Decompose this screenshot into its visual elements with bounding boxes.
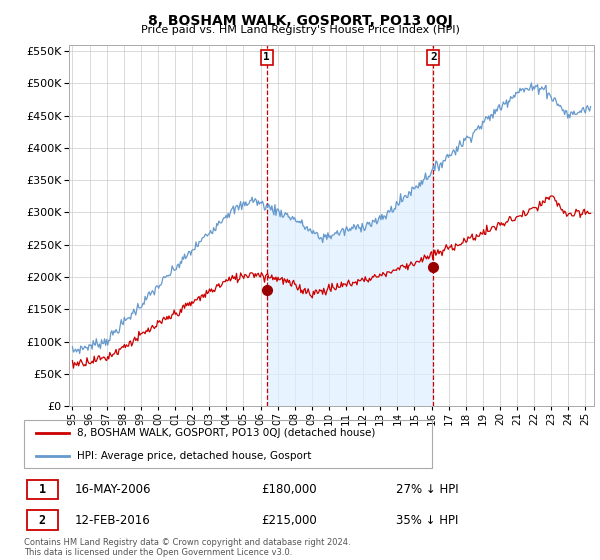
FancyBboxPatch shape	[27, 510, 58, 530]
Text: Price paid vs. HM Land Registry's House Price Index (HPI): Price paid vs. HM Land Registry's House …	[140, 25, 460, 35]
Text: 1: 1	[263, 53, 270, 63]
Text: 12-FEB-2016: 12-FEB-2016	[75, 514, 151, 527]
Text: £215,000: £215,000	[261, 514, 317, 527]
Text: 2: 2	[430, 53, 437, 63]
Text: 8, BOSHAM WALK, GOSPORT, PO13 0QJ (detached house): 8, BOSHAM WALK, GOSPORT, PO13 0QJ (detac…	[77, 428, 376, 438]
FancyBboxPatch shape	[27, 479, 58, 500]
Text: 1: 1	[38, 483, 46, 496]
Text: 8, BOSHAM WALK, GOSPORT, PO13 0QJ: 8, BOSHAM WALK, GOSPORT, PO13 0QJ	[148, 14, 452, 28]
Text: 35% ↓ HPI: 35% ↓ HPI	[396, 514, 458, 527]
Text: 16-MAY-2006: 16-MAY-2006	[75, 483, 151, 496]
Text: HPI: Average price, detached house, Gosport: HPI: Average price, detached house, Gosp…	[77, 451, 311, 461]
Text: 27% ↓ HPI: 27% ↓ HPI	[396, 483, 459, 496]
Text: 2: 2	[38, 514, 46, 527]
Text: £180,000: £180,000	[261, 483, 317, 496]
Text: Contains HM Land Registry data © Crown copyright and database right 2024.
This d: Contains HM Land Registry data © Crown c…	[24, 538, 350, 557]
